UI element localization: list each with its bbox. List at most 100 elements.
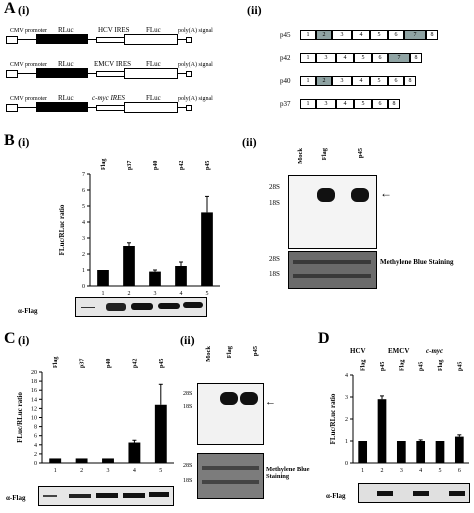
- y-tick-label: 18: [31, 379, 37, 385]
- isoform-exon-maps: p45 1 2 3 4 5 6 7 8 p42 1 3 4 5 6 7 8 p40 1 2 3 4 5 6 8 p37 1 3 4 5 6 8: [280, 30, 470, 126]
- exon-box: 1: [300, 99, 316, 109]
- y-tick-label: 16: [31, 388, 37, 394]
- northern-col-flag: Flag: [226, 346, 233, 359]
- lane-number: 2: [128, 291, 131, 297]
- band: [183, 302, 203, 308]
- panel-b-ii-label: (ii): [242, 135, 257, 149]
- lane-number: 1: [361, 468, 364, 474]
- band: [202, 466, 259, 470]
- band: [106, 303, 126, 311]
- exon-box: 1: [300, 30, 316, 40]
- y-tick-label: 4: [345, 373, 348, 379]
- chart-b: 0 1 2 3 4 5 6 7 FLuc/RLuc ratio 1 Flag 2 p37 3 p40 4 p42…: [58, 159, 220, 297]
- northern-col-mock: Mock: [205, 346, 212, 362]
- cmv-label: CMV promoter: [10, 96, 48, 102]
- band: [158, 303, 180, 309]
- exon-box: 5: [370, 30, 388, 40]
- cmv-label: CMV promoter: [10, 62, 48, 68]
- exon-box: 8: [410, 53, 422, 63]
- bar: [396, 441, 406, 463]
- y-tick-label: 20: [31, 370, 37, 376]
- y-tick-label: 2: [34, 452, 37, 458]
- promoter-box: [6, 104, 18, 112]
- lane-number: 5: [439, 468, 442, 474]
- polya-box: [186, 37, 192, 43]
- rluc-label: RLuc: [58, 26, 74, 34]
- label-18s: 18S: [183, 478, 193, 484]
- panel-a-letter: A: [4, 0, 16, 17]
- label-18s: 18S: [269, 270, 280, 278]
- exon-box: 5: [354, 99, 372, 109]
- exon-box: 6: [372, 53, 388, 63]
- category-label: p45: [419, 362, 425, 371]
- exon-box: 3: [332, 30, 352, 40]
- label-28s: 28S: [183, 463, 193, 469]
- western-blot-b: [75, 297, 207, 317]
- band: [240, 392, 258, 405]
- bar: [454, 436, 464, 463]
- polya-label: poly(A) signal: [178, 28, 213, 34]
- band: [131, 303, 153, 310]
- bar: [201, 212, 213, 286]
- y-tick-label: 7: [82, 172, 85, 178]
- category-label: p40: [153, 161, 159, 170]
- exon-box: 2: [316, 30, 332, 40]
- exon-box: 1: [300, 53, 316, 63]
- western-blot-c: [38, 486, 174, 506]
- category-label: Flag: [53, 357, 59, 368]
- bar: [75, 458, 88, 463]
- exon-box: 4: [336, 99, 354, 109]
- exon-box: 7: [388, 53, 410, 63]
- lane-number: 4: [419, 468, 422, 474]
- band: [293, 274, 371, 278]
- rluc-label: RLuc: [58, 60, 74, 68]
- y-tick-label: 6: [34, 434, 37, 440]
- y-tick-label: 1: [82, 268, 85, 274]
- y-tick-label: 6: [82, 188, 85, 194]
- category-label: p45: [159, 359, 165, 368]
- y-tick-label: 3: [345, 395, 348, 401]
- bar: [435, 441, 445, 463]
- northern-blot-b: [288, 175, 377, 249]
- exon-box: 3: [316, 53, 336, 63]
- exon-box: 3: [316, 99, 336, 109]
- rluc-label: RLuc: [58, 94, 74, 102]
- band: [81, 307, 95, 308]
- flag-label-d: α-Flag: [326, 492, 346, 500]
- rluc-box: [36, 68, 88, 78]
- ires-label: HCV IRES: [98, 26, 130, 34]
- ires-box: [96, 71, 126, 77]
- category-label: p45: [457, 362, 463, 371]
- fluc-box: [124, 102, 178, 113]
- arrow-icon: ←: [265, 396, 276, 408]
- bar: [123, 246, 135, 286]
- exon-box: 5: [370, 76, 388, 86]
- band: [123, 493, 145, 498]
- exon-box: 6: [388, 30, 404, 40]
- bar: [97, 270, 109, 286]
- isoform-name: p45: [280, 31, 291, 39]
- y-tick-label: 0: [34, 461, 37, 467]
- polya-label: poly(A) signal: [178, 96, 213, 102]
- flag-label-c: α-Flag: [6, 494, 26, 502]
- y-axis-label: FLuc/RLuc ratio: [16, 392, 24, 443]
- band: [377, 491, 393, 496]
- group-cmyc: c-myc: [426, 347, 444, 355]
- y-axis-label: FLuc/RLuc ratio: [329, 393, 337, 444]
- northern-col-flag: Flag: [321, 148, 328, 161]
- fluc-label: FLuc: [146, 60, 161, 68]
- arrow-icon: ←: [380, 186, 392, 200]
- lane-number: 5: [159, 468, 162, 474]
- cmv-label: CMV promoter: [10, 28, 48, 34]
- label-28s: 28S: [269, 183, 280, 191]
- category-label: p42: [179, 161, 185, 170]
- band: [43, 495, 57, 497]
- promoter-box: [6, 36, 18, 44]
- lane-number: 3: [107, 468, 110, 474]
- exon-box: 6: [388, 76, 404, 86]
- y-tick-label: 4: [34, 443, 37, 449]
- y-tick-label: 2: [345, 417, 348, 423]
- panel-c-letter: C: [4, 330, 16, 347]
- y-tick-label: 8: [34, 425, 37, 431]
- category-label: Flag: [361, 360, 367, 371]
